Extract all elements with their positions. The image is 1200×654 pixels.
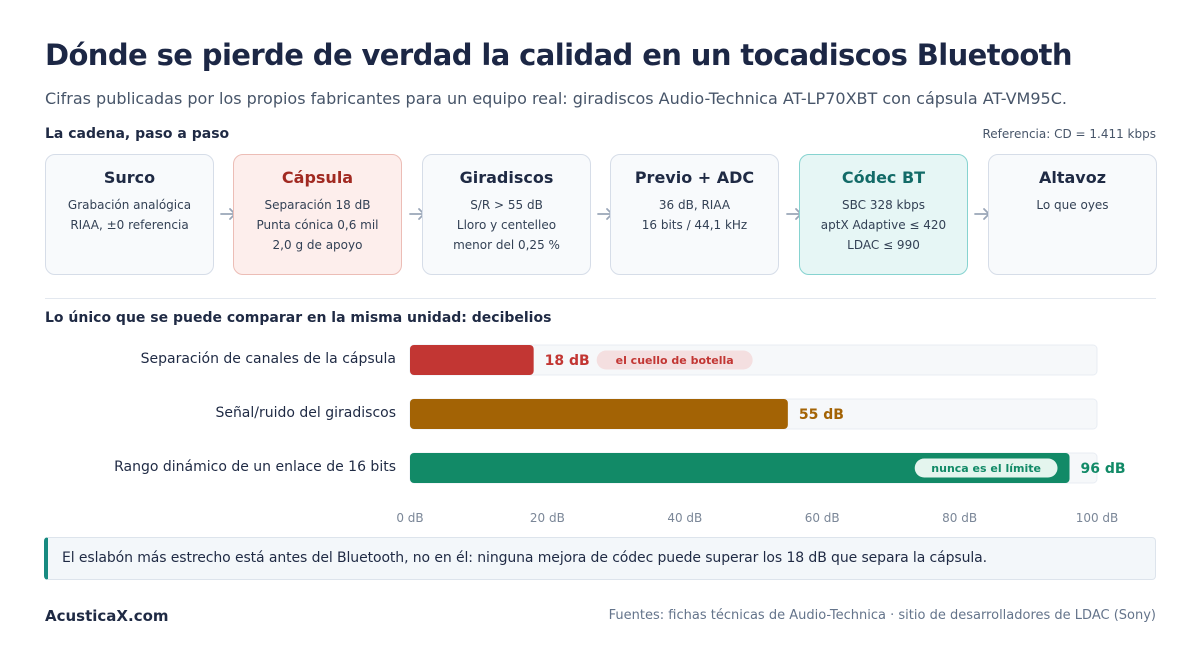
chain-step-line: RIAA, ±0 referencia <box>70 218 189 232</box>
bar-category-label: Separación de canales de la cápsula <box>140 351 396 367</box>
chain-step-codec-bt: Códec BT SBC 328 kbps aptX Adaptive ≤ 42… <box>799 154 968 275</box>
sources-note: Fuentes: fichas técnicas de Audio-Techni… <box>608 608 1156 623</box>
chain-step-line: 36 dB, RIAA <box>658 198 731 212</box>
conclusion-callout: El eslabón más estrecho está antes del B… <box>44 537 1156 580</box>
chain-step-capsula: Cápsula Separación 18 dB Punta cónica 0,… <box>233 154 402 275</box>
brand-name: AcusticaX.com <box>45 607 169 625</box>
x-tick-label: 80 dB <box>942 511 977 525</box>
x-tick-label: 100 dB <box>1076 511 1119 525</box>
chain-step-line: 2,0 g de apoyo <box>272 238 363 252</box>
bar <box>410 345 534 375</box>
bar <box>410 453 1070 483</box>
chain-step-line: LDAC ≤ 990 <box>847 238 920 252</box>
chain-step-line: Lo que oyes <box>1036 198 1109 212</box>
page-subtitle: Cifras publicadas por los propios fabric… <box>45 89 1067 108</box>
signal-chain: Surco Grabación analógica RIAA, ±0 refer… <box>45 154 1157 275</box>
decibel-bar-chart: 18 dB el cuello de botella 55 dB 96 dB nunca… <box>396 344 1126 525</box>
chain-step-line: 16 bits / 44,1 kHz <box>641 218 748 232</box>
bar-annotation-pill <box>596 350 753 370</box>
x-tick-label: 20 dB <box>530 511 565 525</box>
chain-step-title: Surco <box>103 168 156 187</box>
chain-step-line: Separación 18 dB <box>264 198 371 212</box>
bar-category-label: Rango dinámico de un enlace de 16 bits <box>114 459 396 475</box>
chain-step-line: SBC 328 kbps <box>842 198 925 212</box>
chain-step-title: Códec BT <box>841 168 926 187</box>
bar-category-label: Señal/ruido del giradiscos <box>215 405 396 421</box>
page-title: Dónde se pierde de verdad la calidad en … <box>45 38 1073 72</box>
chain-step-title: Cápsula <box>281 168 354 187</box>
bar <box>410 399 788 429</box>
conclusion-text: El eslabón más estrecho está antes del B… <box>62 550 988 566</box>
reference-note: Referencia: CD = 1.411 kbps <box>982 127 1157 141</box>
bar-value-label: 55 dB <box>799 407 844 423</box>
chain-step-line: Punta cónica 0,6 mil <box>256 218 379 232</box>
chain-step-giradiscos: Giradiscos S/R > 55 dB Lloro y centelleo… <box>422 154 591 275</box>
chain-step-title: Giradiscos <box>459 168 554 187</box>
x-tick-label: 40 dB <box>667 511 702 525</box>
section-divider <box>45 298 1156 299</box>
bar-value-label: 18 dB <box>545 353 590 369</box>
chain-step-line: Grabación analógica <box>67 198 192 212</box>
chain-step-line: Lloro y centelleo <box>456 218 557 232</box>
bar-annotation-pill <box>914 458 1058 478</box>
comparison-section-label: Lo único que se puede comparar en la mis… <box>45 310 552 326</box>
bar-annotation: el cuello de botella <box>616 354 734 367</box>
chain-step-line: menor del 0,25 % <box>453 238 560 252</box>
bar-annotation: nunca es el límite <box>931 462 1041 475</box>
chain-step-line: aptX Adaptive ≤ 420 <box>820 218 947 232</box>
x-tick-label: 60 dB <box>805 511 840 525</box>
chain-step-altavoz: Altavoz Lo que oyes <box>988 154 1157 275</box>
bar-value-label: 96 dB <box>1081 461 1126 477</box>
chain-step-title: Altavoz <box>1038 168 1107 187</box>
chain-section-label: La cadena, paso a paso <box>45 126 230 142</box>
chain-step-title: Previo + ADC <box>634 168 755 187</box>
chain-step-line: S/R > 55 dB <box>470 198 543 212</box>
chain-step-surco: Surco Grabación analógica RIAA, ±0 refer… <box>45 154 214 275</box>
x-tick-label: 0 dB <box>396 511 423 525</box>
chain-step-previo-adc: Previo + ADC 36 dB, RIAA 16 bits / 44,1 … <box>610 154 779 275</box>
